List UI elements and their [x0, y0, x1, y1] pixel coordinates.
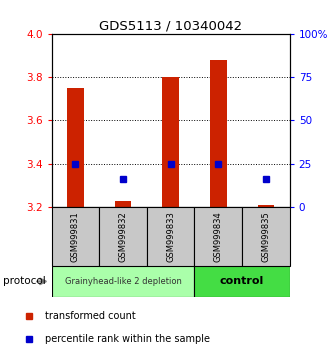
Bar: [147, 207, 194, 266]
Text: GSM999833: GSM999833: [166, 211, 175, 262]
Text: Grainyhead-like 2 depletion: Grainyhead-like 2 depletion: [65, 277, 181, 286]
Title: GDS5113 / 10340042: GDS5113 / 10340042: [99, 19, 242, 33]
Text: protocol: protocol: [3, 276, 46, 286]
Text: control: control: [220, 276, 264, 286]
Bar: [52, 207, 99, 266]
Bar: [194, 266, 290, 297]
Text: GSM999832: GSM999832: [119, 211, 128, 262]
Text: GSM999834: GSM999834: [214, 211, 223, 262]
Text: GSM999835: GSM999835: [261, 211, 270, 262]
Bar: [242, 207, 290, 266]
Text: GSM999831: GSM999831: [71, 211, 80, 262]
Bar: [99, 207, 147, 266]
Bar: [115, 201, 132, 207]
Bar: [67, 88, 84, 207]
Bar: [194, 207, 242, 266]
Bar: [162, 77, 179, 207]
Bar: [257, 205, 274, 207]
Text: transformed count: transformed count: [45, 311, 135, 321]
Bar: [52, 266, 194, 297]
Text: percentile rank within the sample: percentile rank within the sample: [45, 334, 209, 344]
Bar: [210, 60, 227, 207]
